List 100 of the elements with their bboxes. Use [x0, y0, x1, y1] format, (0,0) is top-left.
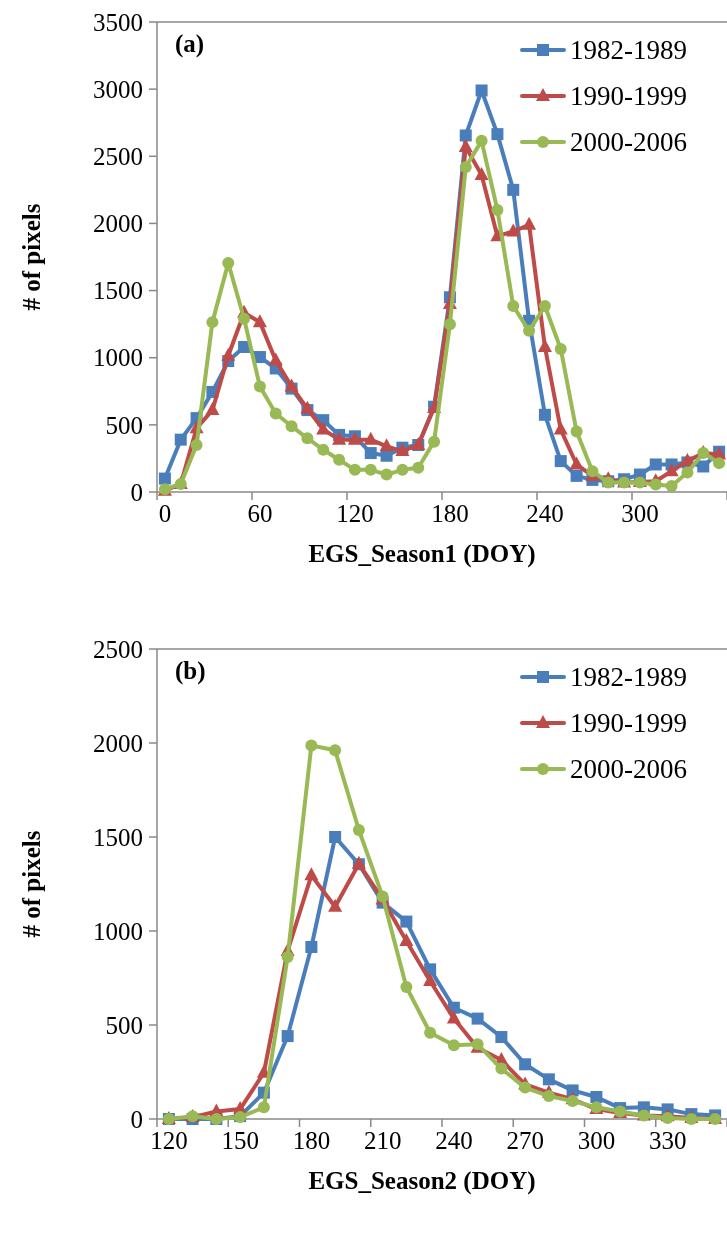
- point: [300, 400, 315, 414]
- y-tick-label: 1000: [93, 344, 143, 372]
- point: [190, 439, 203, 451]
- point: [475, 134, 488, 147]
- point: [523, 324, 536, 337]
- annotation: (a): [175, 30, 205, 58]
- point: [553, 421, 568, 435]
- point: [423, 973, 438, 987]
- y-tick-label: 500: [105, 411, 143, 439]
- x-axis-title: EGS_Season2 (DOY): [308, 1167, 536, 1195]
- point: [507, 183, 520, 196]
- point: [364, 447, 377, 460]
- point: [538, 408, 551, 421]
- point: [538, 300, 551, 313]
- point: [352, 824, 365, 837]
- y-tick-label: 1500: [93, 823, 143, 851]
- x-tick-label: 300: [621, 500, 659, 527]
- point: [412, 461, 425, 474]
- y-tick-label: 2000: [93, 210, 143, 238]
- point: [697, 460, 710, 473]
- point: [459, 129, 472, 142]
- y-axis-title: # of pixels: [18, 203, 45, 311]
- point: [380, 468, 393, 481]
- point: [238, 312, 251, 325]
- point: [400, 981, 413, 994]
- x-tick-label: 180: [431, 500, 469, 527]
- legend-label: 1990-1999: [570, 708, 687, 739]
- point: [474, 167, 489, 181]
- point: [661, 1112, 674, 1125]
- point: [446, 1010, 461, 1024]
- y-tick-label: 0: [130, 1105, 143, 1133]
- point: [491, 128, 504, 141]
- x-tick-label: 150: [221, 1127, 259, 1154]
- y-tick-label: 1000: [93, 917, 143, 945]
- point: [566, 1084, 579, 1097]
- point: [304, 867, 319, 881]
- point: [305, 940, 318, 953]
- y-tick-label: 2500: [93, 635, 143, 663]
- point: [284, 378, 299, 392]
- point: [333, 453, 346, 466]
- y-tick-label: 3000: [93, 75, 143, 103]
- point: [459, 161, 472, 174]
- legend-label: 1982-1989: [570, 35, 687, 66]
- x-tick-label: 180: [292, 1127, 331, 1154]
- point: [570, 469, 583, 482]
- point: [542, 1073, 555, 1086]
- y-tick-label: 500: [105, 1011, 143, 1039]
- y-tick-label: 2500: [93, 143, 143, 171]
- point: [491, 204, 504, 216]
- point: [305, 739, 318, 752]
- point: [257, 1101, 270, 1114]
- point: [649, 458, 662, 471]
- point: [447, 1039, 460, 1052]
- x-tick-label: 300: [577, 1127, 616, 1154]
- point: [316, 421, 331, 435]
- point: [221, 347, 236, 361]
- point: [328, 898, 343, 912]
- point: [268, 352, 283, 366]
- point: [458, 138, 473, 152]
- x-tick-label: 0: [158, 500, 172, 527]
- point: [519, 1058, 532, 1071]
- point: [495, 1031, 508, 1044]
- point: [253, 351, 266, 364]
- legend-label: 1990-1999: [570, 81, 687, 112]
- point: [269, 407, 282, 420]
- point: [471, 1012, 484, 1025]
- point: [519, 1081, 532, 1094]
- y-tick-label: 2000: [93, 729, 143, 757]
- point: [174, 433, 187, 446]
- point: [158, 472, 171, 485]
- annotation: (b): [175, 657, 206, 685]
- point: [281, 950, 294, 963]
- point: [507, 300, 520, 313]
- point: [506, 223, 521, 237]
- point: [301, 432, 314, 445]
- point: [713, 457, 726, 470]
- x-tick-label: 120: [336, 500, 374, 527]
- point: [443, 318, 456, 331]
- point: [380, 449, 393, 462]
- point: [554, 455, 567, 468]
- point: [363, 431, 378, 445]
- point: [396, 463, 409, 476]
- x-tick-label: 330: [648, 1127, 687, 1154]
- point: [424, 1026, 437, 1039]
- legend-label: 1982-1989: [570, 662, 687, 693]
- point: [399, 932, 414, 946]
- point: [400, 915, 413, 928]
- point: [317, 443, 330, 456]
- y-axis-title: # of pixels: [18, 830, 45, 938]
- x-tick-label: 240: [435, 1127, 473, 1154]
- point: [379, 438, 394, 452]
- point: [329, 744, 342, 757]
- point: [428, 435, 441, 448]
- point: [649, 478, 662, 491]
- x-tick-label: 270: [506, 1127, 544, 1154]
- point: [569, 456, 584, 470]
- point: [253, 380, 266, 393]
- point: [252, 314, 267, 328]
- point: [364, 463, 377, 476]
- point: [570, 425, 583, 438]
